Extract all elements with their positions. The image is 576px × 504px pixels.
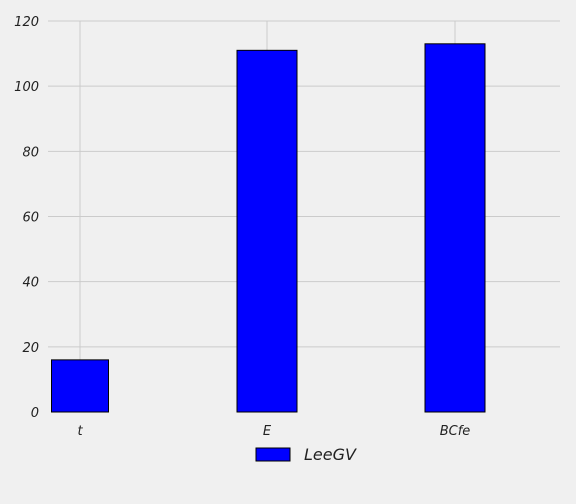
bar-t[interactable] bbox=[51, 359, 109, 413]
x-tick-label-BCfe: BCfe bbox=[440, 424, 471, 439]
bars bbox=[51, 43, 486, 413]
x-axis-ticks: t E BCfe bbox=[77, 424, 470, 439]
x-tick-label-t: t bbox=[77, 424, 83, 439]
y-tick-label-40: 40 bbox=[22, 276, 39, 291]
y-tick-label-80: 80 bbox=[22, 145, 39, 160]
y-tick-label-20: 20 bbox=[22, 341, 39, 356]
legend-swatch-leegv bbox=[255, 447, 291, 462]
legend-label-leegv: LeeGV bbox=[304, 445, 357, 464]
x-tick-label-E: E bbox=[263, 424, 272, 439]
y-tick-label-0: 0 bbox=[31, 406, 39, 421]
bar-E[interactable] bbox=[236, 49, 298, 413]
y-tick-label-100: 100 bbox=[14, 80, 39, 95]
y-tick-label-120: 120 bbox=[14, 15, 39, 30]
y-axis-ticks: 0 20 40 60 80 100 120 bbox=[14, 15, 39, 421]
bar-BCfe[interactable] bbox=[424, 43, 486, 413]
legend[interactable]: LeeGV bbox=[255, 445, 357, 464]
y-tick-label-60: 60 bbox=[22, 211, 39, 226]
